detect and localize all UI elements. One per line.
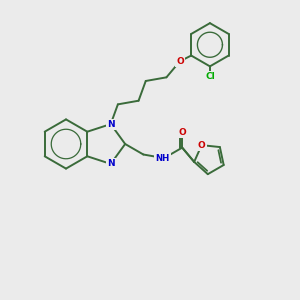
Text: N: N — [107, 159, 115, 168]
Text: Cl: Cl — [205, 72, 215, 81]
Text: O: O — [178, 128, 186, 136]
Text: NH: NH — [155, 154, 170, 163]
Text: O: O — [176, 57, 184, 66]
Text: N: N — [107, 120, 115, 129]
Text: O: O — [198, 141, 206, 150]
